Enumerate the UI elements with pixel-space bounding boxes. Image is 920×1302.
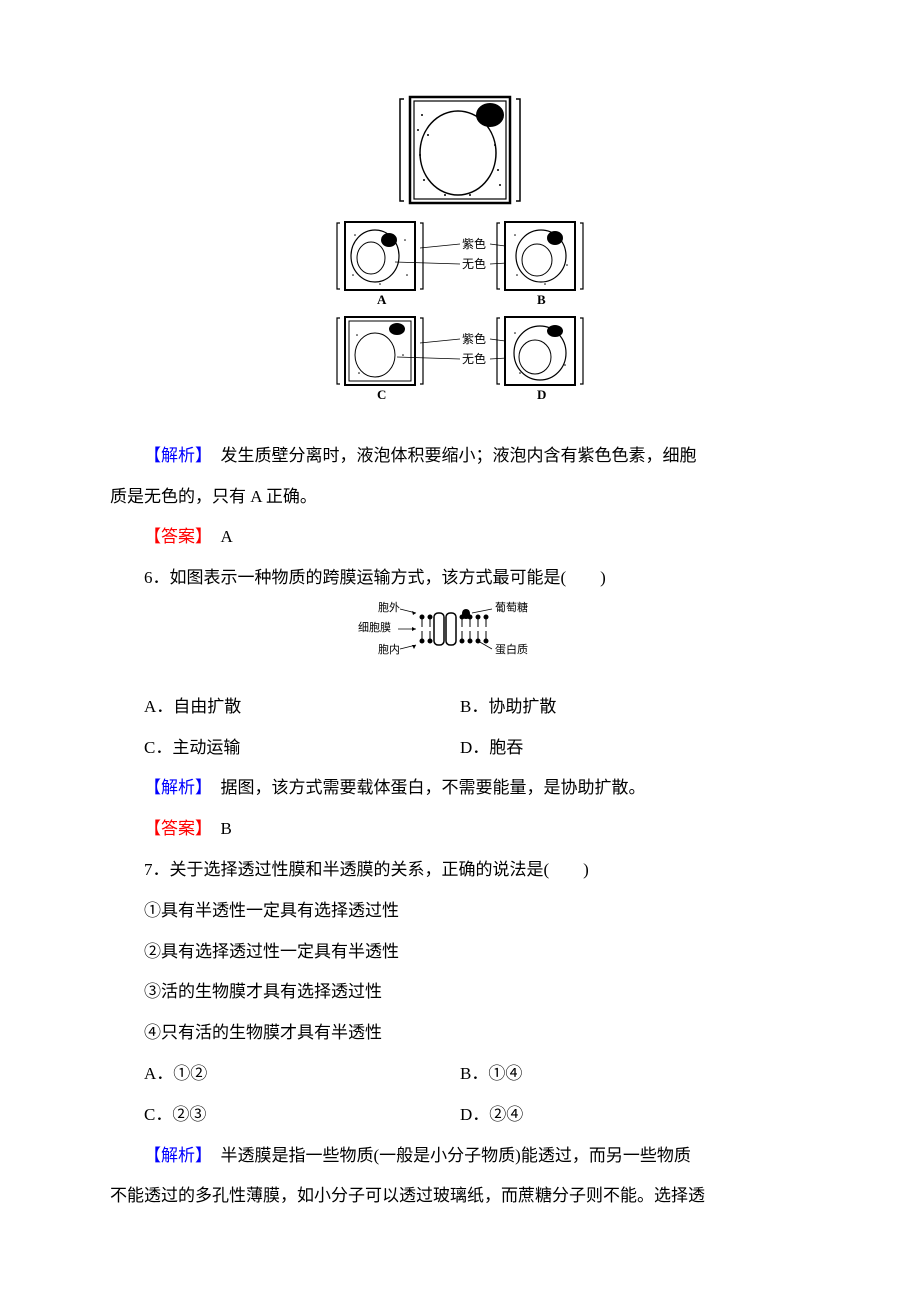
q7-options-row1: A．①② B．①④ (110, 1054, 810, 1095)
q7-s3: ③活的生物膜才具有选择透过性 (110, 972, 810, 1013)
q7-options-row2: C．②③ D．②④ (110, 1095, 810, 1136)
analysis-1-line2: 质是无色的，只有 A 正确。 (110, 477, 810, 518)
fig1-panel-d: D (537, 387, 546, 402)
answer-label-2: 【答案】 (144, 819, 204, 838)
analysis-3-line1: 【解析】 半透膜是指一些物质(一般是小分子物质)能透过，而另一些物质 (110, 1136, 810, 1177)
q7-opt-a: A．①② (110, 1054, 460, 1095)
q6-options-row2: C．主动运输 D．胞吞 (110, 728, 810, 769)
analysis-label-2: 【解析】 (144, 778, 204, 797)
analysis-3-line2: 不能透过的多孔性薄膜，如小分子可以透过玻璃纸，而蔗糖分子则不能。选择透 (110, 1176, 810, 1217)
fig1-panel-c: C (377, 387, 386, 402)
q6-opt-b: B．协助扩散 (460, 687, 810, 728)
q6-in-label: 胞内 (378, 642, 400, 656)
analysis-2-text: 据图，该方式需要载体蛋白，不需要能量，是协助扩散。 (221, 778, 646, 797)
figure-membrane-transport: 胞外 细胞膜 胞内 葡萄糖 蛋白质 (110, 599, 810, 677)
svg-text:无色: 无色 (462, 352, 486, 366)
fig1-label-purple: 紫色 (462, 237, 486, 251)
q7-opt-b: B．①④ (460, 1054, 810, 1095)
svg-text:紫色: 紫色 (462, 332, 486, 346)
analysis-label-3: 【解析】 (144, 1146, 204, 1165)
q6-opt-a: A．自由扩散 (110, 687, 460, 728)
answer-label: 【答案】 (144, 527, 204, 546)
q7-opt-c: C．②③ (110, 1095, 460, 1136)
q6-protein-label: 蛋白质 (495, 642, 528, 656)
q7-s2: ②具有选择透过性一定具有半透性 (110, 932, 810, 973)
q6-options-row1: A．自由扩散 B．协助扩散 (110, 687, 810, 728)
analysis-1-line1: 【解析】 发生质壁分离时，液泡体积要缩小；液泡内含有紫色色素，细胞 (110, 436, 810, 477)
answer-2-value: B (221, 819, 232, 838)
q6-membrane-label: 细胞膜 (358, 621, 391, 634)
answer-2: 【答案】 B (110, 809, 810, 850)
fig1-panel-a: A (377, 292, 387, 307)
q7-s1: ①具有半透性一定具有选择透过性 (110, 891, 810, 932)
analysis-1-text-a: 发生质壁分离时，液泡体积要缩小；液泡内含有紫色色素，细胞 (221, 446, 697, 465)
answer-1-value: A (221, 527, 233, 546)
analysis-2: 【解析】 据图，该方式需要载体蛋白，不需要能量，是协助扩散。 (110, 768, 810, 809)
fig1-label-none: 无色 (462, 257, 486, 271)
q7-opt-d: D．②④ (460, 1095, 810, 1136)
analysis-label: 【解析】 (144, 446, 204, 465)
q6-out-label: 胞外 (378, 601, 400, 614)
answer-1: 【答案】 A (110, 517, 810, 558)
q7-s4: ④只有活的生物膜才具有半透性 (110, 1013, 810, 1054)
fig1-panel-b: B (537, 292, 546, 307)
figure-plasmolysis: 紫色 无色 A B (110, 90, 810, 426)
q6-stem: 6．如图表示一种物质的跨膜运输方式，该方式最可能是( ) (110, 558, 810, 599)
q6-opt-d: D．胞吞 (460, 728, 810, 769)
q6-glucose-label: 葡萄糖 (495, 600, 528, 614)
analysis-3-text-a: 半透膜是指一些物质(一般是小分子物质)能透过，而另一些物质 (221, 1146, 691, 1165)
q7-stem: 7．关于选择透过性膜和半透膜的关系，正确的说法是( ) (110, 850, 810, 891)
q6-opt-c: C．主动运输 (110, 728, 460, 769)
